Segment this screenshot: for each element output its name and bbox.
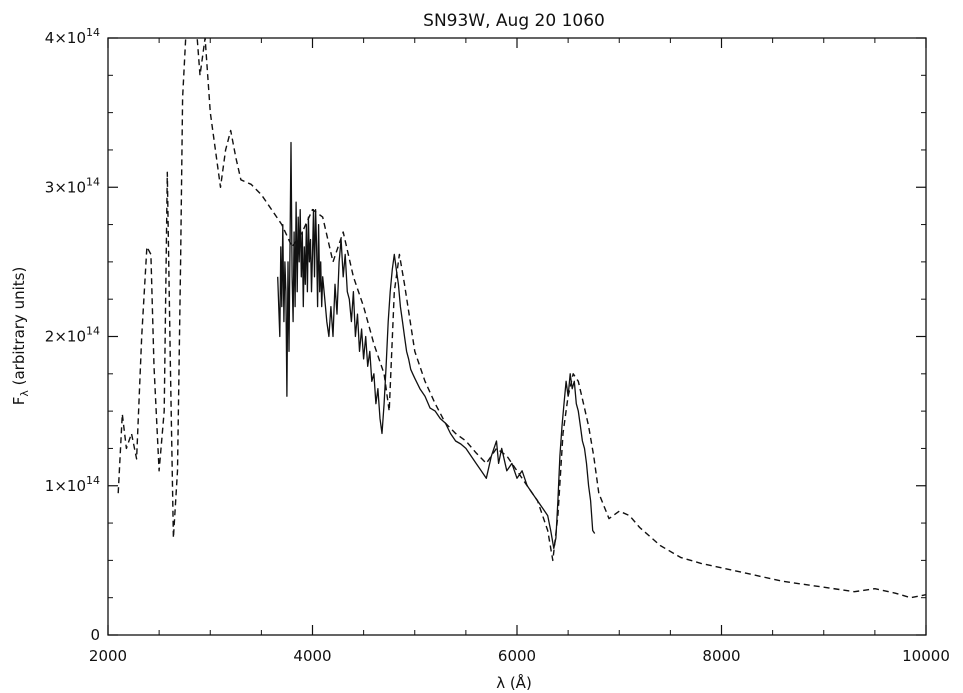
x-tick-label: 2000: [89, 647, 127, 665]
x-tick-label: 4000: [293, 647, 331, 665]
y-tick-label: 0: [90, 626, 100, 644]
x-axis-label: λ (Å): [496, 673, 532, 692]
x-tick-label: 10000: [902, 647, 950, 665]
y-tick-label: 4×1014: [45, 26, 100, 47]
y-axis-label-subscript: λ: [18, 390, 31, 397]
x-tick-label: 8000: [702, 647, 740, 665]
series-layer: [117, 38, 926, 599]
y-tick-label: 1×1014: [45, 474, 100, 495]
series-solid-line: [277, 141, 596, 550]
axis-ticks: 2000 4000 6000 8000 10000 0 1×1014 2×1014 3×1014…: [45, 26, 950, 665]
y-axis-label-units: (arbitrary units): [10, 267, 28, 390]
y-tick-label: 2×1014: [45, 325, 100, 346]
chart-title: SN93W, Aug 20 1060: [423, 11, 605, 31]
plot-frame: [107, 37, 927, 636]
y-axis-label-f: F: [10, 397, 28, 406]
y-tick-label: 3×1014: [45, 175, 100, 196]
x-tick-label: 6000: [498, 647, 536, 665]
series-dashed-line: [117, 38, 926, 599]
y-axis-label: Fλ (arbitrary units): [10, 267, 31, 406]
